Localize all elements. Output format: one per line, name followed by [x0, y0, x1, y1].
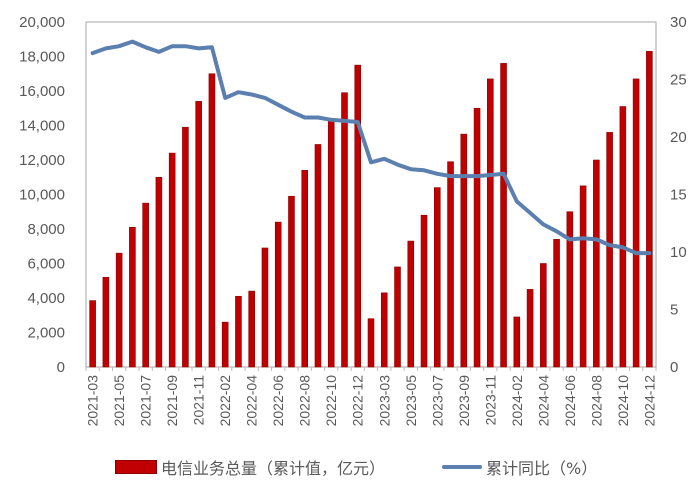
- bar: [394, 266, 401, 368]
- legend: 电信业务总量（累计值，亿元） 累计同比（%）: [0, 455, 700, 485]
- bar: [89, 300, 96, 368]
- left-tick-label: 18,000: [19, 49, 65, 66]
- bar: [301, 170, 309, 368]
- bar: [420, 214, 428, 368]
- x-tick-label: 2021-03: [85, 375, 101, 427]
- x-tick-label: 2023-07: [429, 375, 445, 427]
- right-tick-label: 15: [670, 187, 687, 204]
- legend-line-label: 累计同比（%）: [486, 459, 598, 478]
- left-tick-label: 16,000: [19, 83, 65, 100]
- left-tick-label: 2,000: [27, 325, 65, 342]
- bar: [314, 144, 322, 368]
- bar: [115, 252, 123, 368]
- bar: [473, 107, 481, 368]
- legend-item-bar: 电信业务总量（累计值，亿元）: [115, 455, 385, 479]
- bar: [487, 78, 494, 368]
- left-y-axis: 0 2,000 4,000 6,000 8,000 10,000 12,000 14,000 1…: [19, 14, 65, 376]
- left-tick-label: 8,000: [27, 221, 65, 238]
- bar: [566, 211, 574, 368]
- bar: [221, 321, 229, 368]
- x-tick-label: 2024-12: [641, 375, 657, 427]
- bar: [341, 92, 348, 368]
- bar: [195, 101, 202, 368]
- bar-series: [89, 51, 653, 368]
- bar: [208, 73, 216, 368]
- right-tick-label: 10: [670, 244, 687, 261]
- right-tick-label: 0: [670, 359, 678, 376]
- bar: [540, 263, 547, 368]
- bar-swatch-icon: [115, 460, 157, 474]
- bar: [579, 185, 587, 368]
- x-tick-label: 2023-11: [482, 375, 498, 426]
- bar: [447, 161, 454, 368]
- x-tick-label: 2021-07: [138, 375, 154, 427]
- x-tick-label: 2024-08: [588, 375, 604, 427]
- bar: [606, 132, 613, 368]
- x-tick-label: 2022-06: [270, 375, 286, 427]
- bar: [460, 133, 468, 368]
- right-y-axis: 0 5 10 15 20 25 30: [670, 14, 687, 376]
- bar: [327, 118, 335, 368]
- bar: [380, 292, 388, 368]
- bar: [646, 51, 653, 368]
- bar: [168, 152, 176, 368]
- right-tick-label: 25: [670, 72, 687, 89]
- bar: [500, 63, 507, 368]
- x-tick-label: 2022-04: [244, 375, 260, 427]
- x-tick-label: 2023-05: [403, 375, 419, 427]
- x-tick-label: 2022-08: [297, 375, 313, 427]
- bar: [235, 295, 242, 368]
- bar: [354, 64, 362, 368]
- x-tick-label: 2023-03: [376, 375, 392, 427]
- bar: [526, 289, 534, 368]
- x-axis: 2021-03 2021-05 2021-07 2021-09 2021-11 2022-…: [85, 367, 657, 427]
- bar: [129, 226, 136, 368]
- bar: [433, 187, 441, 368]
- bar: [155, 176, 163, 368]
- x-tick-label: 2024-02: [509, 375, 525, 427]
- x-tick-label: 2022-02: [217, 375, 233, 427]
- x-tick-label: 2024-10: [615, 375, 631, 427]
- left-tick-label: 6,000: [27, 256, 65, 273]
- right-tick-label: 30: [670, 14, 687, 31]
- bar: [367, 318, 375, 368]
- x-tick-label: 2024-06: [562, 375, 578, 427]
- legend-item-line: 累计同比（%）: [442, 455, 597, 479]
- bar: [274, 221, 282, 368]
- bar: [632, 78, 640, 368]
- x-tick-label: 2024-04: [535, 375, 551, 427]
- left-tick-label: 14,000: [19, 118, 65, 135]
- legend-bar-label: 电信业务总量（累计值，亿元）: [161, 459, 386, 478]
- right-tick-label: 5: [670, 302, 678, 319]
- x-tick-label: 2023-09: [456, 375, 472, 427]
- bar: [407, 240, 415, 368]
- yoy-line: [90, 39, 652, 256]
- x-tick-label: 2021-05: [111, 375, 127, 427]
- left-tick-label: 10,000: [19, 187, 65, 204]
- line-series: [90, 39, 652, 256]
- bar: [593, 159, 600, 368]
- left-tick-label: 0: [57, 359, 65, 376]
- x-tick-label: 2022-10: [323, 375, 339, 427]
- x-tick-label: 2021-09: [164, 375, 180, 427]
- line-swatch-icon: [442, 465, 482, 469]
- bar: [513, 316, 521, 368]
- bar: [182, 126, 189, 368]
- bar: [261, 247, 269, 368]
- left-tick-label: 20,000: [19, 14, 65, 31]
- bar: [288, 195, 295, 368]
- bar: [248, 290, 255, 368]
- bar: [142, 202, 149, 368]
- x-tick-label: 2022-12: [350, 375, 366, 427]
- x-tick-label: 2021-11: [191, 375, 207, 426]
- left-tick-label: 4,000: [27, 290, 65, 307]
- bar: [619, 106, 627, 368]
- bar: [102, 276, 110, 368]
- left-tick-label: 12,000: [19, 152, 65, 169]
- right-tick-label: 20: [670, 129, 687, 146]
- bar: [553, 239, 560, 368]
